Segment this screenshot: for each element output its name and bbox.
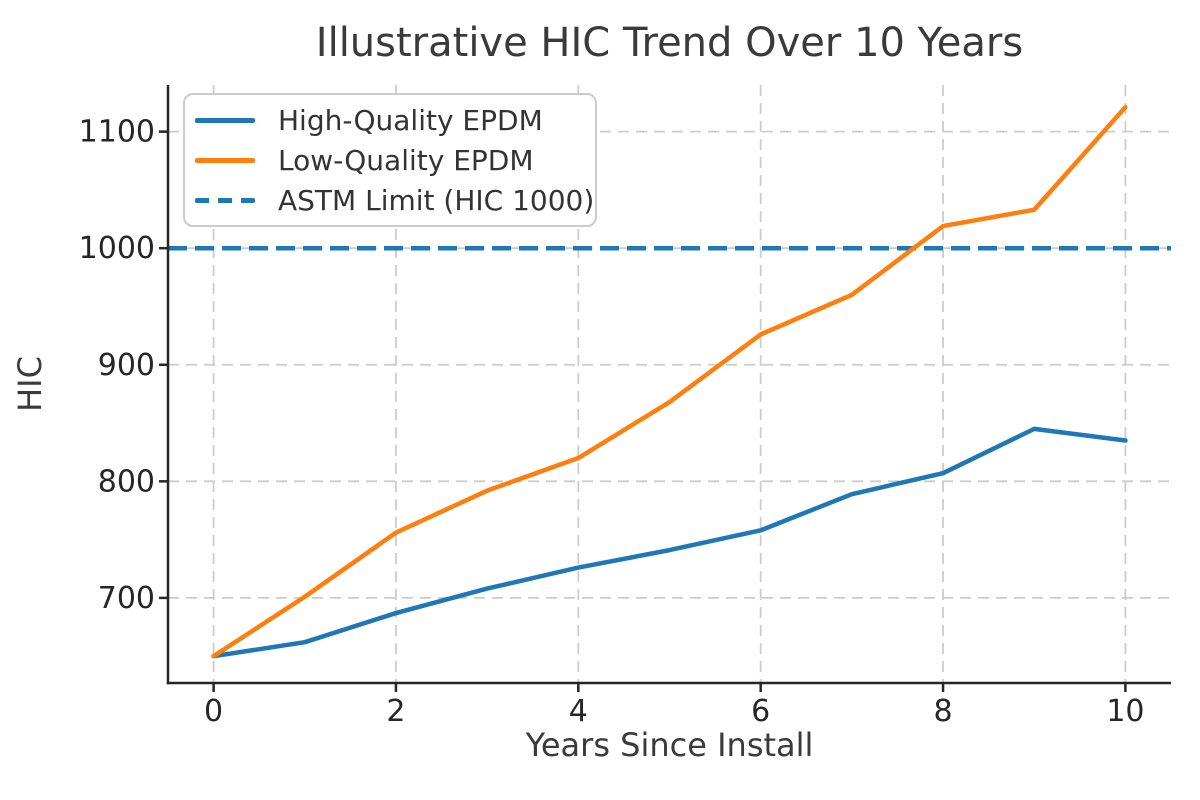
x-tick-label: 10 — [1106, 694, 1144, 729]
x-tick-label: 8 — [933, 694, 952, 729]
legend-item-low-quality-epdm: Low-Quality EPDM — [185, 141, 595, 179]
y-tick-label: 900 — [98, 348, 155, 383]
legend-line-sample-high-quality — [195, 117, 255, 123]
y-tick-label: 800 — [98, 464, 155, 499]
series-line-0 — [211, 426, 1128, 659]
legend-item-high-quality-epdm: High-Quality EPDM — [185, 101, 595, 139]
y-tick-label: 700 — [98, 581, 155, 616]
x-tick-label: 0 — [204, 694, 223, 729]
chart-title: Illustrative HIC Trend Over 10 Years — [315, 20, 1024, 66]
series-line-1 — [211, 104, 1128, 659]
legend-item-astm-limit: ASTM Limit (HIC 1000) — [185, 181, 595, 219]
legend-label-high-quality: High-Quality EPDM — [278, 103, 543, 137]
legend: High-Quality EPDM Low-Quality EPDM ASTM … — [183, 93, 597, 227]
x-axis-label: Years Since Install — [525, 726, 814, 764]
legend-label-low-quality: Low-Quality EPDM — [278, 143, 534, 177]
x-tick-label: 4 — [569, 694, 588, 729]
legend-line-sample-low-quality — [195, 157, 255, 163]
x-tick-label: 6 — [751, 694, 770, 729]
x-tick-label: 2 — [386, 694, 405, 729]
legend-line-sample-astm-limit — [195, 197, 255, 203]
y-tick-label: 1000 — [79, 231, 155, 266]
legend-label-astm-limit: ASTM Limit (HIC 1000) — [278, 183, 595, 217]
y-tick-label: 1100 — [79, 115, 155, 150]
